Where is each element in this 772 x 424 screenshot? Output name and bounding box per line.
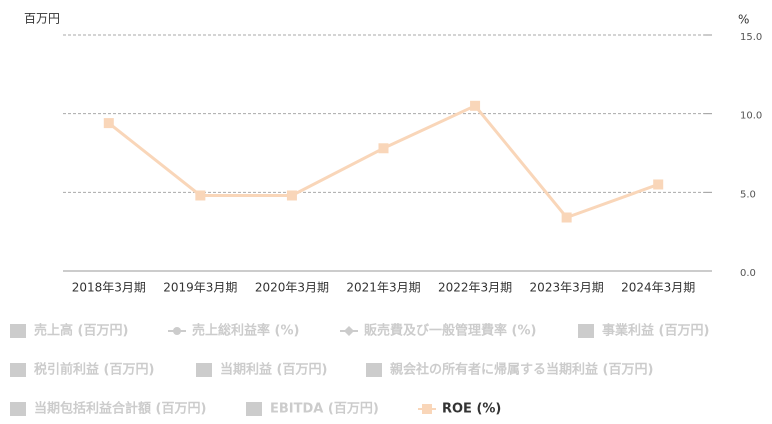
point	[561, 212, 572, 223]
legend-label[interactable]: 事業利益 (百万円)	[602, 323, 709, 339]
y2-tick-label: 0.0	[740, 268, 756, 279]
legend-swatch	[10, 363, 26, 377]
legend-swatch	[344, 326, 354, 336]
point	[195, 190, 206, 201]
x-tick-label: 2019年3月期	[163, 281, 237, 295]
x-tick-label: 2020年3月期	[255, 281, 329, 295]
legend-label[interactable]: 当期包括利益合計額 (百万円)	[34, 401, 206, 417]
x-tick-label: 2021年3月期	[346, 281, 420, 295]
point	[286, 190, 297, 201]
x-tick-label: 2024年3月期	[621, 281, 695, 295]
legend-swatch	[10, 324, 26, 338]
point	[470, 100, 481, 111]
point	[378, 143, 389, 154]
legend-swatch	[173, 327, 181, 335]
legend-swatch	[578, 324, 594, 338]
y2-tick-label: 5.0	[740, 189, 756, 200]
y-axis-label: 百万円	[24, 12, 60, 26]
point	[103, 118, 114, 129]
legend-swatch	[196, 363, 212, 377]
y2-tick-label: 10.0	[740, 111, 762, 122]
x-tick-label: 2018年3月期	[72, 281, 146, 295]
legend-label[interactable]: 親会社の所有者に帰属する当期利益 (百万円)	[390, 362, 653, 378]
legend-swatch	[10, 402, 26, 416]
legend-label[interactable]: 販売費及び一般管理費率 (%)	[364, 323, 536, 339]
legend-label[interactable]: EBITDA (百万円)	[270, 402, 379, 417]
legend-label[interactable]: 売上総利益率 (%)	[192, 323, 299, 339]
y2-axis-label: %	[738, 13, 749, 27]
y2-tick-label: 15.0	[740, 32, 762, 43]
legend-label[interactable]: 税引前利益 (百万円)	[34, 362, 154, 378]
legend-swatch	[246, 402, 262, 416]
x-tick-label: 2023年3月期	[530, 281, 604, 295]
legend-swatch	[366, 363, 382, 377]
series-line	[107, 103, 659, 220]
legend-swatch	[422, 404, 432, 414]
legend-label[interactable]: ROE (%)	[442, 402, 501, 417]
x-tick-label: 2022年3月期	[438, 281, 512, 295]
legend-label[interactable]: 当期利益 (百万円)	[220, 362, 327, 378]
point	[653, 179, 664, 190]
legend-label[interactable]: 売上高 (百万円)	[34, 323, 128, 339]
